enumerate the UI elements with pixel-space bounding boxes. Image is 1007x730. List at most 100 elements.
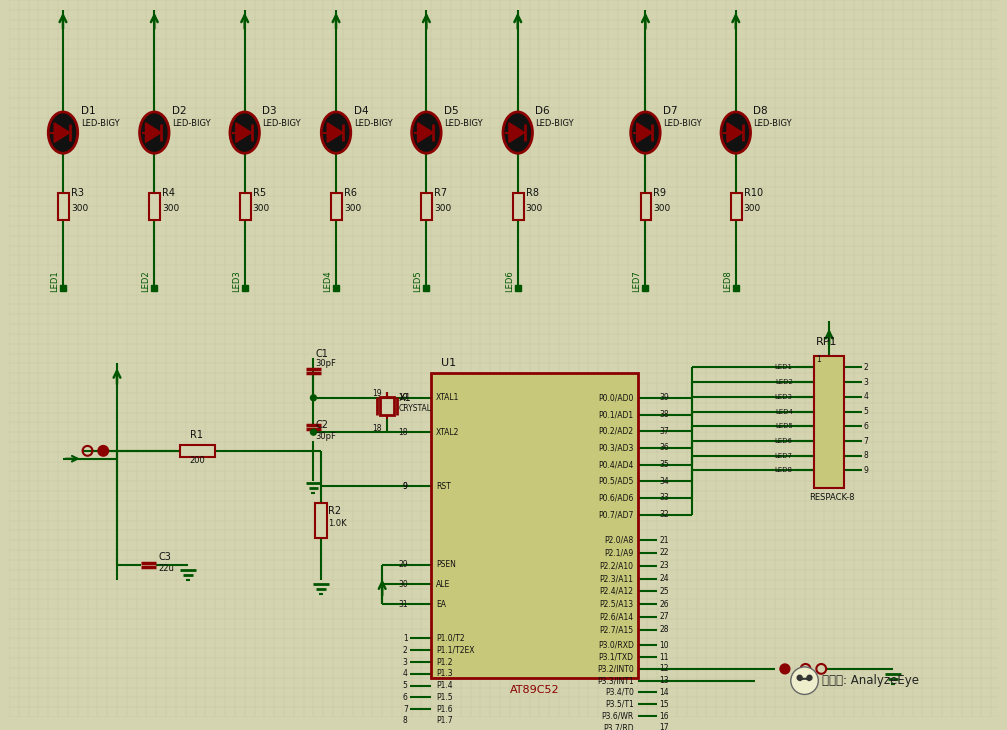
Text: P2.4/A12: P2.4/A12 <box>599 587 633 596</box>
Text: P3.2/INT0: P3.2/INT0 <box>597 664 633 673</box>
Text: LED7: LED7 <box>774 453 793 458</box>
Text: 28: 28 <box>660 625 669 634</box>
Text: LED4: LED4 <box>775 409 793 415</box>
Bar <box>424 285 429 291</box>
Ellipse shape <box>140 112 169 153</box>
Bar <box>422 193 432 220</box>
Text: D3: D3 <box>263 106 277 116</box>
Text: 27: 27 <box>660 612 669 621</box>
Text: P0.4/AD4: P0.4/AD4 <box>598 460 633 469</box>
Text: 19: 19 <box>398 393 408 402</box>
Text: 17: 17 <box>660 723 669 730</box>
Text: R4: R4 <box>162 188 175 199</box>
Text: 1.0K: 1.0K <box>328 519 346 528</box>
Text: 13: 13 <box>660 676 669 685</box>
Text: EA: EA <box>436 599 446 609</box>
Bar <box>331 193 342 220</box>
Text: 39: 39 <box>660 393 669 402</box>
Text: P1.3: P1.3 <box>436 669 453 678</box>
Bar <box>640 193 652 220</box>
Bar <box>731 193 742 220</box>
Text: P2.0/A8: P2.0/A8 <box>604 536 633 545</box>
Text: P3.4/T0: P3.4/T0 <box>605 688 633 697</box>
Text: 32: 32 <box>660 510 669 519</box>
Bar <box>515 285 521 291</box>
Text: LED6: LED6 <box>505 270 514 292</box>
Text: P2.2/A10: P2.2/A10 <box>599 561 633 570</box>
Text: P0.2/AD2: P0.2/AD2 <box>598 427 633 436</box>
Text: P0.6/AD6: P0.6/AD6 <box>598 493 633 502</box>
Text: 34: 34 <box>660 477 669 485</box>
Text: D7: D7 <box>664 106 678 116</box>
Text: P1.1/T2EX: P1.1/T2EX <box>436 646 474 655</box>
Bar <box>815 356 844 488</box>
Text: P1.4: P1.4 <box>436 681 453 690</box>
Text: U1: U1 <box>441 358 456 369</box>
Text: D6: D6 <box>536 106 550 116</box>
Circle shape <box>798 675 803 680</box>
Text: 3: 3 <box>863 377 868 387</box>
Text: 21: 21 <box>660 536 669 545</box>
Polygon shape <box>145 123 161 142</box>
Text: CRYSTAL: CRYSTAL <box>399 404 432 413</box>
Text: R7: R7 <box>434 188 447 199</box>
Text: 38: 38 <box>660 410 669 419</box>
Text: 11: 11 <box>660 653 669 661</box>
Text: P3.0/RXD: P3.0/RXD <box>598 641 633 650</box>
Bar <box>151 285 157 291</box>
Text: D5: D5 <box>444 106 459 116</box>
Text: 14: 14 <box>660 688 669 697</box>
Ellipse shape <box>721 112 750 153</box>
Text: 33: 33 <box>660 493 669 502</box>
Text: 4: 4 <box>863 392 868 402</box>
Bar <box>431 373 637 677</box>
Text: 37: 37 <box>660 427 669 436</box>
Text: LED-BIGY: LED-BIGY <box>536 119 574 128</box>
Text: 2: 2 <box>863 363 868 372</box>
Text: P3.7/RD: P3.7/RD <box>603 723 633 730</box>
Bar <box>60 285 65 291</box>
Polygon shape <box>236 123 252 142</box>
Text: PSEN: PSEN <box>436 561 456 569</box>
Text: R1: R1 <box>189 430 202 440</box>
Text: 36: 36 <box>660 443 669 453</box>
Text: P1.2: P1.2 <box>436 658 453 666</box>
Bar <box>240 193 251 220</box>
Text: P2.7/A15: P2.7/A15 <box>599 625 633 634</box>
Text: LED-BIGY: LED-BIGY <box>753 119 793 128</box>
Bar <box>642 285 649 291</box>
Text: 6: 6 <box>403 693 408 702</box>
Text: X1: X1 <box>399 393 412 403</box>
Ellipse shape <box>630 112 661 153</box>
Text: 300: 300 <box>162 204 179 212</box>
Text: 31: 31 <box>398 599 408 609</box>
Text: 30pF: 30pF <box>315 431 336 441</box>
Text: R10: R10 <box>743 188 762 199</box>
Text: LED1: LED1 <box>50 270 59 292</box>
Text: 3: 3 <box>403 658 408 666</box>
Text: 9: 9 <box>403 482 408 491</box>
Text: LED-BIGY: LED-BIGY <box>444 119 482 128</box>
Ellipse shape <box>412 112 441 153</box>
Text: 23: 23 <box>660 561 669 570</box>
Text: 10: 10 <box>660 641 669 650</box>
Bar <box>149 193 160 220</box>
Text: 9: 9 <box>403 482 408 491</box>
Bar <box>333 285 339 291</box>
Bar <box>381 397 394 415</box>
Text: 300: 300 <box>70 204 88 212</box>
Text: 18: 18 <box>398 428 408 437</box>
Text: P0.5/AD5: P0.5/AD5 <box>598 477 633 485</box>
Text: P1.7: P1.7 <box>436 716 453 726</box>
Text: 22u: 22u <box>158 564 174 573</box>
Text: 300: 300 <box>743 204 761 212</box>
Text: R8: R8 <box>526 188 539 199</box>
Text: C1: C1 <box>315 349 328 358</box>
Text: LED7: LED7 <box>632 270 641 292</box>
Polygon shape <box>54 123 69 142</box>
Text: P2.6/A14: P2.6/A14 <box>599 612 633 621</box>
Ellipse shape <box>230 112 260 153</box>
Text: LED-BIGY: LED-BIGY <box>353 119 393 128</box>
Text: 7: 7 <box>403 704 408 714</box>
Text: 2: 2 <box>403 646 408 655</box>
